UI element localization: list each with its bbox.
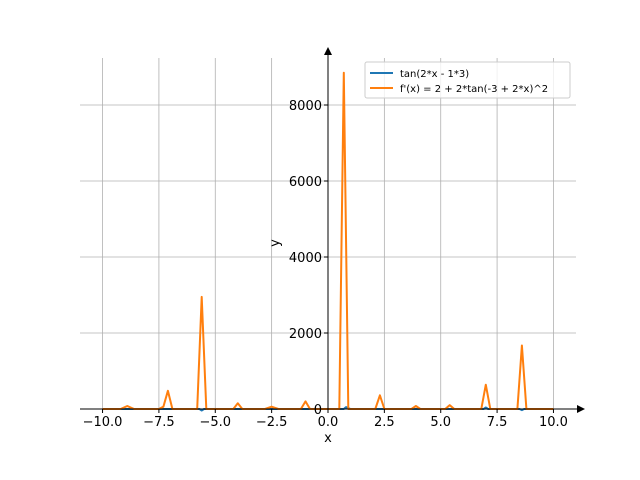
x-tick-label-5: 2.5 — [374, 415, 395, 430]
legend: tan(2*x - 1*3) f'(x) = 2 + 2*tan(-3 + 2*… — [364, 61, 571, 99]
x-tick-label-4: 0.0 — [318, 415, 339, 430]
x-tick-label-1: −7.5 — [143, 415, 175, 430]
x-tick-label-6: 5.0 — [430, 415, 451, 430]
x-tick-label-7: 7.5 — [487, 415, 508, 430]
x-tick-label-2: −5.0 — [199, 415, 231, 430]
y-tick-label-4: 8000 — [289, 99, 322, 114]
x-axis-arrow — [577, 405, 585, 413]
x-axis-label: x — [324, 431, 332, 446]
y-axis-label: y — [268, 239, 283, 247]
legend-label-series-1: tan(2*x - 1*3) — [400, 69, 469, 80]
x-tick-label-0: −10.0 — [83, 415, 123, 430]
y-axis-arrow — [324, 47, 332, 55]
tick-marks: −10.0 −7.5 −5.0 −2.5 0.0 2.5 5.0 7.5 10.0 0 2000 40… — [83, 99, 568, 430]
x-tick-label-3: −2.5 — [256, 415, 288, 430]
legend-box — [364, 61, 571, 99]
y-tick-label-1: 2000 — [289, 327, 322, 342]
y-tick-label-2: 4000 — [289, 251, 322, 266]
y-tick-label-0: 0 — [314, 403, 322, 418]
y-tick-label-3: 6000 — [289, 175, 322, 190]
legend-label-series-2: f'(x) = 2 + 2*tan(-3 + 2*x)^2 — [400, 84, 548, 95]
axes — [80, 47, 585, 413]
x-tick-label-8: 10.0 — [539, 415, 568, 430]
